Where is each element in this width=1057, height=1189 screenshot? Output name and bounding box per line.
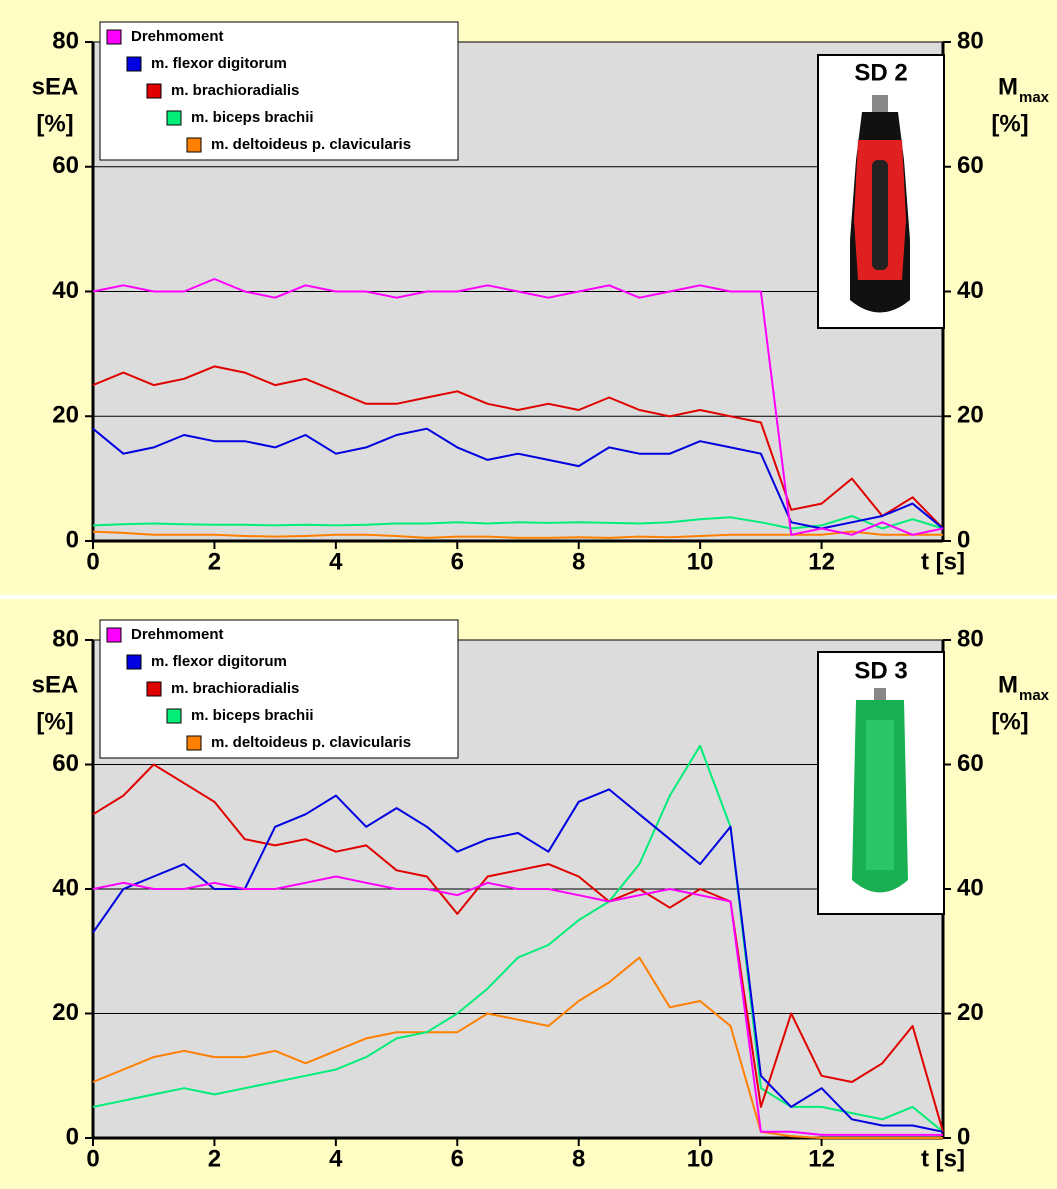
- inset-top: SD 2: [817, 54, 945, 329]
- x-tick-label: 12: [808, 1145, 835, 1172]
- y-tick-label: 20: [52, 402, 79, 429]
- series-line: [92, 956, 943, 1139]
- series-line: [92, 365, 944, 530]
- y-tick-label: 40: [52, 874, 79, 901]
- x-tick-label: 8: [572, 1145, 585, 1172]
- y2-axis-label: M: [998, 73, 1018, 100]
- y-tick-label: 80: [52, 625, 79, 652]
- legend-swatch: [146, 83, 162, 99]
- legend-label: Drehmoment: [131, 28, 224, 45]
- legend-swatch: [166, 708, 182, 724]
- legend-label: m. flexor digitorum: [151, 653, 287, 670]
- y2-axis-label: [%]: [991, 708, 1028, 735]
- y2-tick-label: 40: [957, 874, 984, 901]
- legend-swatch: [106, 627, 122, 643]
- legend-label: m. biceps brachii: [191, 109, 314, 126]
- legend-label: m. biceps brachii: [191, 707, 314, 724]
- y2-axis-label-sub: max: [1019, 687, 1050, 704]
- legend-label: m. deltoideus p. clavicularis: [211, 136, 411, 153]
- legend-swatch: [126, 654, 142, 670]
- x-tick-label: 8: [572, 548, 585, 575]
- y2-tick-label: 60: [957, 750, 984, 777]
- legend-swatch: [126, 56, 142, 72]
- y2-tick-label: 80: [957, 27, 984, 54]
- y2-tick-label: 0: [957, 526, 970, 553]
- y-tick-label: 20: [52, 999, 79, 1026]
- x-axis-label: t [s]: [921, 548, 965, 575]
- x-tick-label: 2: [208, 1145, 221, 1172]
- series-line: [92, 788, 944, 1133]
- y-axis-label: [%]: [36, 708, 73, 735]
- legend-label: m. brachioradialis: [171, 82, 299, 99]
- y2-tick-label: 20: [957, 999, 984, 1026]
- series-line: [92, 530, 943, 539]
- chart: 0 20 40 60 80 0 20 40 60 80 0 2 4 6 8 10 12 t [s] sEA [%] M m…: [32, 21, 1050, 575]
- legend-swatch: [166, 110, 182, 126]
- y2-tick-label: 40: [957, 277, 984, 304]
- y2-axis-label-sub: max: [1019, 89, 1050, 106]
- y-axis-label: sEA: [32, 671, 79, 698]
- series-line: [92, 427, 944, 530]
- legend-label: m. brachioradialis: [171, 680, 299, 697]
- y2-tick-label: 0: [957, 1123, 970, 1150]
- y-tick-label: 0: [66, 1123, 79, 1150]
- x-tick-label: 10: [687, 548, 714, 575]
- y-tick-label: 40: [52, 277, 79, 304]
- y2-tick-label: 20: [957, 402, 984, 429]
- inset-bottom: SD 3: [817, 651, 945, 915]
- x-tick-label: 6: [451, 548, 464, 575]
- inset-label: SD 3: [854, 657, 907, 684]
- inset-label: SD 2: [854, 59, 907, 86]
- y2-tick-label: 80: [957, 625, 984, 652]
- x-tick-label: 2: [208, 548, 221, 575]
- y-axis-label: sEA: [32, 73, 79, 100]
- x-tick-label: 0: [86, 548, 99, 575]
- legend-swatch: [106, 29, 122, 45]
- legend-swatch: [186, 137, 202, 153]
- series-line: [92, 278, 944, 536]
- y-tick-label: 60: [52, 152, 79, 179]
- x-tick-label: 6: [451, 1145, 464, 1172]
- y2-axis-label: [%]: [991, 110, 1028, 137]
- legend-label: m. deltoideus p. clavicularis: [211, 734, 411, 751]
- x-tick-label: 12: [808, 548, 835, 575]
- series-line: [92, 763, 944, 1133]
- y2-tick-label: 60: [957, 152, 984, 179]
- x-axis-label: t [s]: [921, 1145, 965, 1172]
- y-tick-label: 80: [52, 27, 79, 54]
- legend-swatch: [146, 681, 162, 697]
- x-tick-label: 4: [329, 1145, 343, 1172]
- chart: 0 20 40 60 80 0 20 40 60 80 0 2 4 6 8 10 12 t [s] sEA [%] M m…: [32, 619, 1050, 1172]
- y-tick-label: 60: [52, 750, 79, 777]
- legend-label: m. flexor digitorum: [151, 55, 287, 72]
- series-line: [92, 515, 944, 530]
- y2-axis-label: M: [998, 671, 1018, 698]
- x-tick-label: 0: [86, 1145, 99, 1172]
- x-tick-label: 10: [687, 1145, 714, 1172]
- series-line: [92, 875, 943, 1136]
- series-line: [92, 744, 944, 1133]
- legend-swatch: [186, 735, 202, 751]
- legend-label: Drehmoment: [131, 626, 224, 643]
- y-tick-label: 0: [66, 526, 79, 553]
- x-tick-label: 4: [329, 548, 343, 575]
- y-axis-label: [%]: [36, 110, 73, 137]
